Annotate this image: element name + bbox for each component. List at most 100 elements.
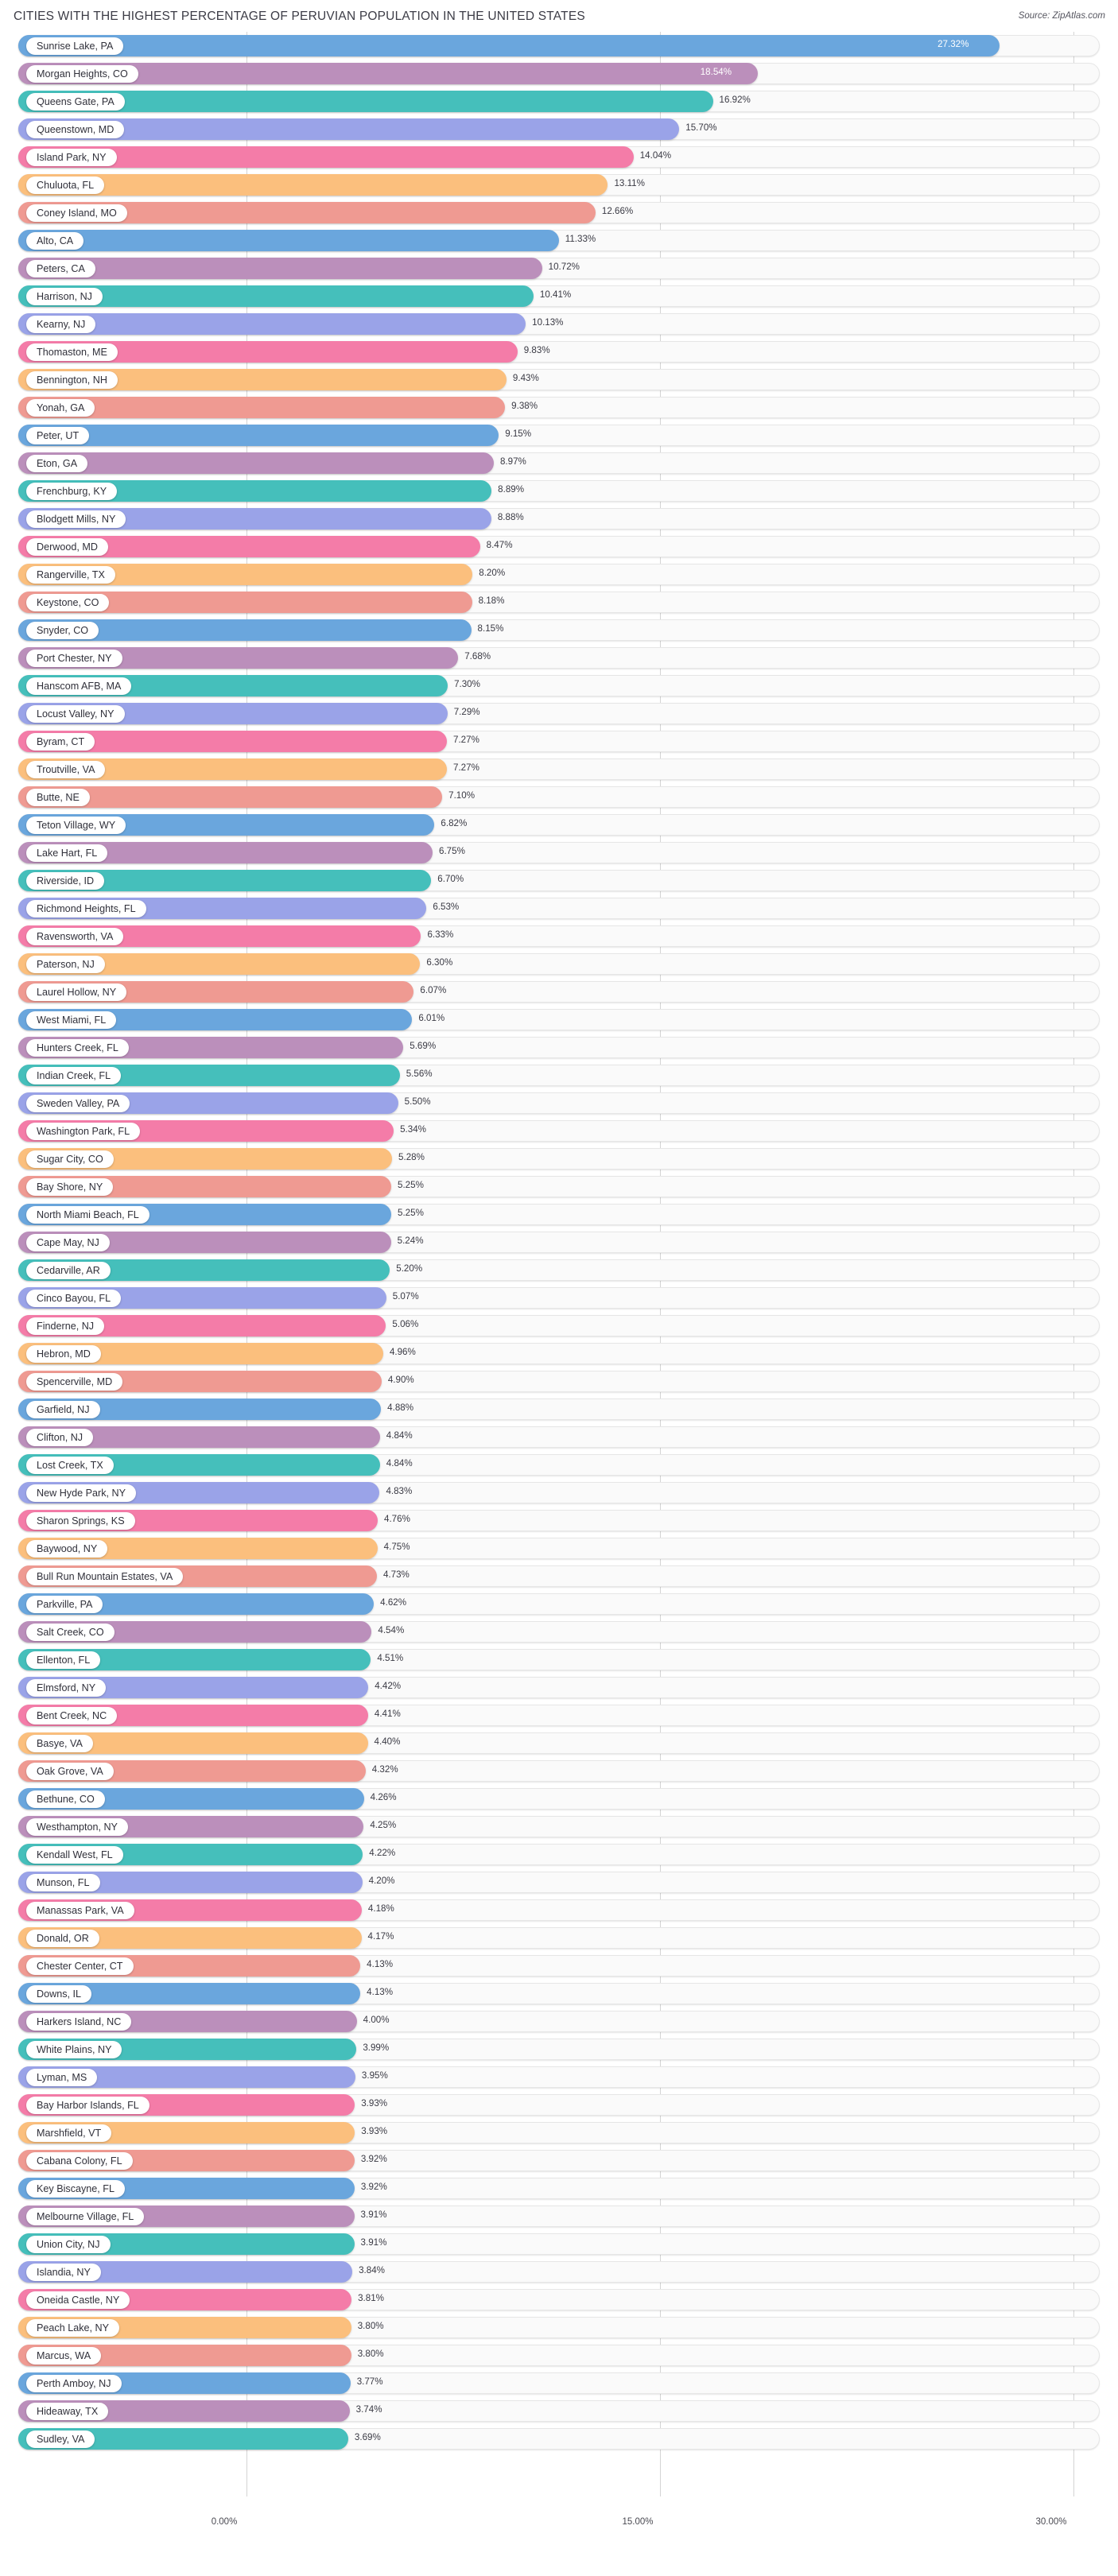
bar-row[interactable]: Kearny, NJ 10.13% — [0, 310, 1118, 338]
bar-label[interactable]: Chuluota, FL — [26, 176, 105, 194]
bar-label[interactable]: Spencerville, MD — [26, 1372, 123, 1391]
bar-row[interactable]: Bay Shore, NY 5.25% — [0, 1173, 1118, 1201]
bar-row[interactable]: Cedarville, AR 5.20% — [0, 1256, 1118, 1284]
bar-label[interactable]: Bay Harbor Islands, FL — [26, 2096, 149, 2114]
bar-label[interactable]: Indian Creek, FL — [26, 1066, 122, 1084]
bar-row[interactable]: Bull Run Mountain Estates, VA 4.73% — [0, 1562, 1118, 1590]
bar-label[interactable]: Bull Run Mountain Estates, VA — [26, 1567, 184, 1585]
bar-label[interactable]: Snyder, CO — [26, 621, 99, 639]
bar-row[interactable]: Kendall West, FL 4.22% — [0, 1841, 1118, 1868]
bar-row[interactable]: Hideaway, TX 3.74% — [0, 2397, 1118, 2425]
bar-row[interactable]: Bennington, NH 9.43% — [0, 366, 1118, 394]
bar-label[interactable]: Sugar City, CO — [26, 1150, 114, 1168]
bar-label[interactable]: Oneida Castle, NY — [26, 2291, 130, 2309]
bar-label[interactable]: Queens Gate, PA — [26, 92, 125, 111]
bar-row[interactable]: Chester Center, CT 4.13% — [0, 1952, 1118, 1980]
bar-row[interactable]: Byram, CT 7.27% — [0, 727, 1118, 755]
bar-row[interactable]: Clifton, NJ 4.84% — [0, 1423, 1118, 1451]
bar-row[interactable]: Troutville, VA 7.27% — [0, 755, 1118, 783]
bar-label[interactable]: Peach Lake, NY — [26, 2318, 120, 2337]
bar-label[interactable]: Clifton, NJ — [26, 1428, 94, 1446]
bar-label[interactable]: Downs, IL — [26, 1984, 91, 2003]
bar-label[interactable]: Lost Creek, TX — [26, 1456, 114, 1474]
bar-row[interactable]: Basye, VA 4.40% — [0, 1729, 1118, 1757]
bar-label[interactable]: Queenstown, MD — [26, 120, 125, 138]
bar-row[interactable]: Laurel Hollow, NY 6.07% — [0, 978, 1118, 1006]
bar-row[interactable]: Key Biscayne, FL 3.92% — [0, 2174, 1118, 2202]
bar-label[interactable]: Donald, OR — [26, 1929, 99, 1947]
bar-label[interactable]: Hunters Creek, FL — [26, 1038, 129, 1057]
bar-label[interactable]: Key Biscayne, FL — [26, 2179, 125, 2198]
bar-label[interactable]: Island Park, NY — [26, 148, 117, 166]
bar-label[interactable]: Cedarville, AR — [26, 1261, 111, 1279]
bar-row[interactable]: Rangerville, TX 8.20% — [0, 561, 1118, 588]
bar-label[interactable]: Kearny, NJ — [26, 315, 96, 333]
bar-label[interactable]: West Miami, FL — [26, 1011, 117, 1029]
bar-label[interactable]: Basye, VA — [26, 1734, 93, 1752]
bar-row[interactable]: Oak Grove, VA 4.32% — [0, 1757, 1118, 1785]
bar-label[interactable]: Hanscom AFB, MA — [26, 677, 132, 695]
bar-label[interactable]: Bay Shore, NY — [26, 1177, 114, 1196]
bar-row[interactable]: Ellenton, FL 4.51% — [0, 1646, 1118, 1674]
bar-label[interactable]: Cinco Bayou, FL — [26, 1289, 122, 1307]
bar-row[interactable]: Snyder, CO 8.15% — [0, 616, 1118, 644]
bar-row[interactable]: Butte, NE 7.10% — [0, 783, 1118, 811]
bar-label[interactable]: Port Chester, NY — [26, 649, 122, 667]
bar-row[interactable]: West Miami, FL 6.01% — [0, 1006, 1118, 1034]
bar-row[interactable]: Perth Amboy, NJ 3.77% — [0, 2369, 1118, 2397]
bar-label[interactable]: Yonah, GA — [26, 398, 95, 417]
bar-label[interactable]: Munson, FL — [26, 1873, 100, 1891]
bar-row[interactable]: Coney Island, MO 12.66% — [0, 199, 1118, 227]
bar-label[interactable]: Blodgett Mills, NY — [26, 510, 126, 528]
bar-row[interactable]: Washington Park, FL 5.34% — [0, 1117, 1118, 1145]
bar-label[interactable]: Derwood, MD — [26, 537, 108, 556]
bar-row[interactable]: Morgan Heights, CO 18.54% — [0, 60, 1118, 87]
bar-label[interactable]: North Miami Beach, FL — [26, 1205, 149, 1224]
bar-label[interactable]: Ellenton, FL — [26, 1651, 101, 1669]
bar-label[interactable]: Eton, GA — [26, 454, 88, 472]
bar-row[interactable]: Locust Valley, NY 7.29% — [0, 700, 1118, 727]
bar-label[interactable]: Lyman, MS — [26, 2068, 98, 2086]
bar-row[interactable]: Hebron, MD 4.96% — [0, 1340, 1118, 1368]
bar-row[interactable]: Finderne, NJ 5.06% — [0, 1312, 1118, 1340]
bar-row[interactable]: Cinco Bayou, FL 5.07% — [0, 1284, 1118, 1312]
bar-label[interactable]: Sunrise Lake, PA — [26, 37, 124, 55]
bar-label[interactable]: Cape May, NJ — [26, 1233, 110, 1251]
bar-row[interactable]: Union City, NJ 3.91% — [0, 2230, 1118, 2258]
bar-row[interactable]: White Plains, NY 3.99% — [0, 2035, 1118, 2063]
bar-label[interactable]: Salt Creek, CO — [26, 1623, 115, 1641]
bar-label[interactable]: Alto, CA — [26, 231, 84, 250]
bar-row[interactable]: Bay Harbor Islands, FL 3.93% — [0, 2091, 1118, 2119]
bar-row[interactable]: Downs, IL 4.13% — [0, 1980, 1118, 2008]
bar-row[interactable]: Thomaston, ME 9.83% — [0, 338, 1118, 366]
bar-row[interactable]: Peters, CA 10.72% — [0, 254, 1118, 282]
bar-row[interactable]: Eton, GA 8.97% — [0, 449, 1118, 477]
bar-label[interactable]: Locust Valley, NY — [26, 704, 125, 723]
bar-label[interactable]: Byram, CT — [26, 732, 95, 751]
bar-label[interactable]: Elmsford, NY — [26, 1678, 107, 1697]
bar-label[interactable]: New Hyde Park, NY — [26, 1484, 136, 1502]
bar-label[interactable]: Finderne, NJ — [26, 1317, 105, 1335]
bar-label[interactable]: Cabana Colony, FL — [26, 2151, 133, 2170]
bar-row[interactable]: Salt Creek, CO 4.54% — [0, 1618, 1118, 1646]
bar-row[interactable]: Marcus, WA 3.80% — [0, 2341, 1118, 2369]
bar-row[interactable]: Parkville, PA 4.62% — [0, 1590, 1118, 1618]
bar-row[interactable]: Island Park, NY 14.04% — [0, 143, 1118, 171]
bar-label[interactable]: Sudley, VA — [26, 2430, 95, 2448]
bar-row[interactable]: Bethune, CO 4.26% — [0, 1785, 1118, 1813]
bar-label[interactable]: Perth Amboy, NJ — [26, 2374, 122, 2392]
bar-row[interactable]: Lyman, MS 3.95% — [0, 2063, 1118, 2091]
bar-row[interactable]: Yonah, GA 9.38% — [0, 394, 1118, 421]
bar-row[interactable]: Garfield, NJ 4.88% — [0, 1395, 1118, 1423]
bar-row[interactable]: Harkers Island, NC 4.00% — [0, 2008, 1118, 2035]
bar-label[interactable]: Parkville, PA — [26, 1595, 103, 1613]
bar-label[interactable]: Laurel Hollow, NY — [26, 983, 127, 1001]
bar-row[interactable]: Paterson, NJ 6.30% — [0, 950, 1118, 978]
bar-row[interactable]: Oneida Castle, NY 3.81% — [0, 2286, 1118, 2314]
bar-row[interactable]: Lost Creek, TX 4.84% — [0, 1451, 1118, 1479]
bar-row[interactable]: Teton Village, WY 6.82% — [0, 811, 1118, 839]
bar-row[interactable]: Cape May, NJ 5.24% — [0, 1228, 1118, 1256]
bar-row[interactable]: Sudley, VA 3.69% — [0, 2425, 1118, 2453]
bar-row[interactable]: Lake Hart, FL 6.75% — [0, 839, 1118, 867]
bar-label[interactable]: Melbourne Village, FL — [26, 2207, 145, 2225]
